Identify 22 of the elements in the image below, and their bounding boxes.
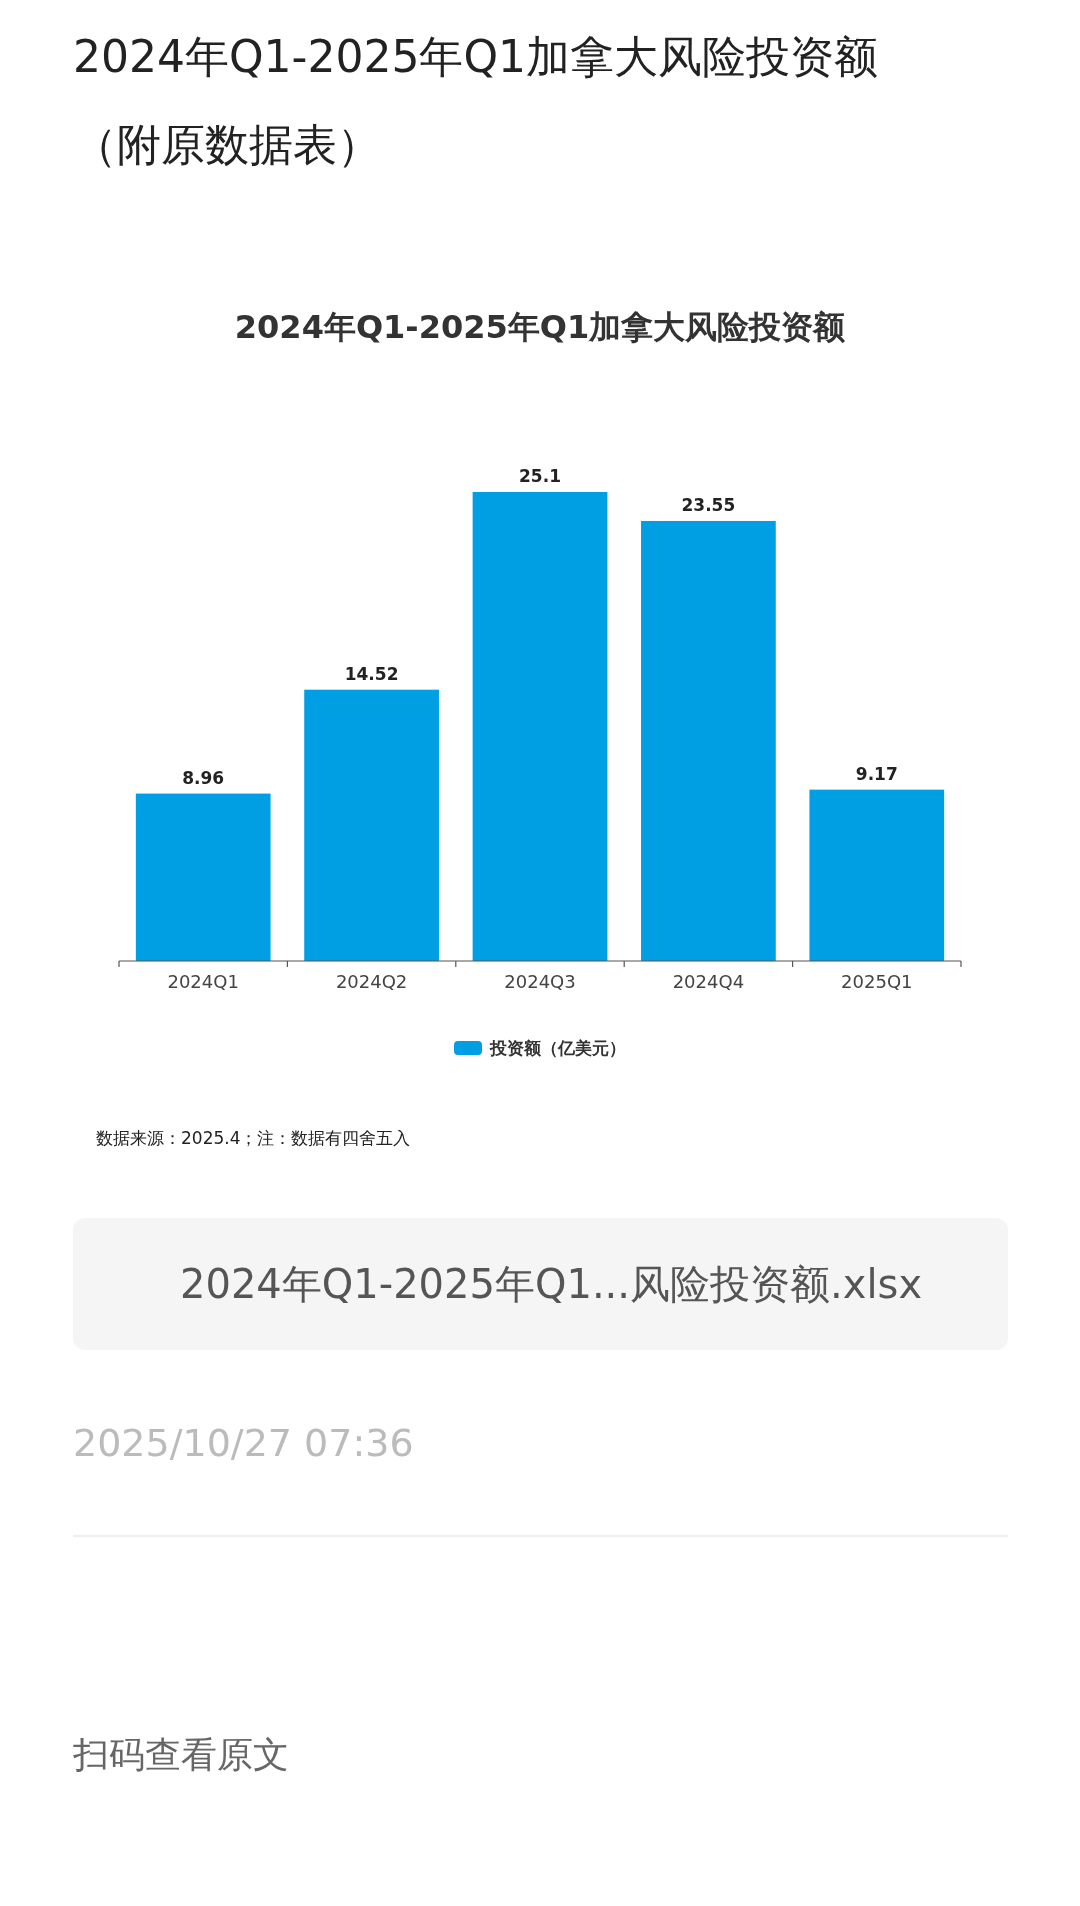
x-tick-label: 2024Q1 [167, 971, 239, 992]
legend-label: 投资额（亿美元） [489, 1038, 626, 1058]
x-tick-label: 2024Q3 [504, 971, 576, 992]
source-note: 数据来源：2025.4；注：数据有四舍五入 [96, 1128, 411, 1148]
text: 2024年Q1-2025年Q1加拿大风险投资额（附原数据表） [73, 31, 879, 170]
text: 2024年Q1-2025年Q1...风险投资额.xlsx [180, 1261, 923, 1307]
chart-title: 2024年Q1-2025年Q1加拿大风险投资额 [234, 308, 846, 346]
bar [641, 520, 776, 961]
data-label: 23.55 [681, 494, 736, 515]
x-tick-label: 2024Q2 [335, 971, 408, 992]
data-label: 14.52 [344, 663, 399, 684]
bar [809, 789, 945, 961]
bar [472, 492, 608, 961]
bar [304, 689, 439, 961]
x-tick-label: 2025Q1 [841, 971, 913, 992]
data-label: 8.96 [182, 767, 225, 788]
data-label: 9.17 [855, 763, 898, 784]
data-label: 25.1 [519, 466, 561, 486]
x-tick-label: 2024Q4 [672, 971, 745, 992]
text: 2025/10/27 07:36 [73, 1421, 414, 1465]
text: 扫码查看原文 [72, 1734, 289, 1775]
bar [135, 793, 271, 961]
